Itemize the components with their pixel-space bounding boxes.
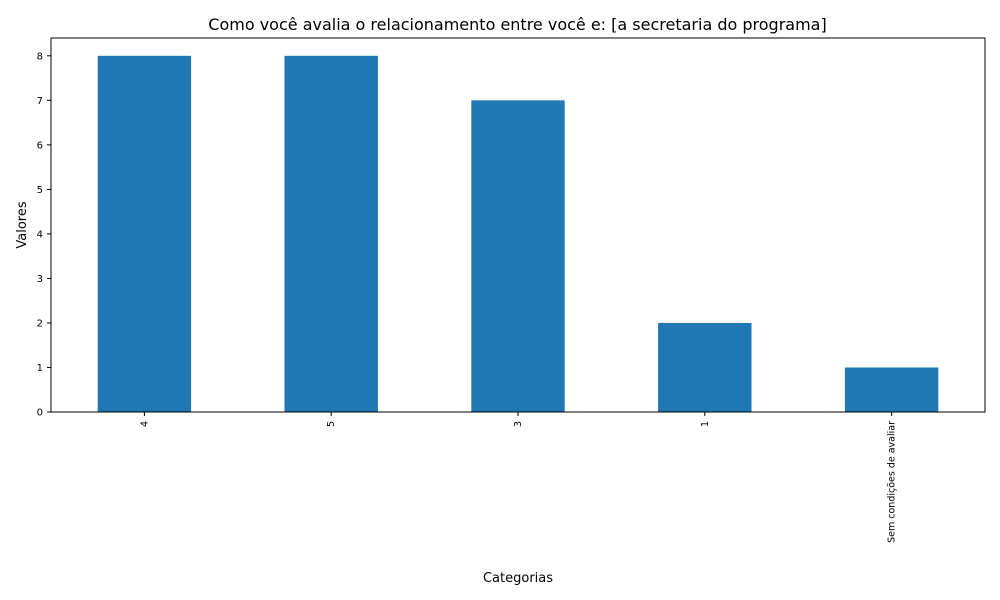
plot-frame (50, 37, 986, 413)
y-tick-label-1: 1 (37, 363, 43, 374)
x-axis-label: Categorias (483, 571, 553, 586)
bar-0 (97, 55, 192, 413)
y-tick-label-4: 4 (37, 229, 43, 240)
y-axis: 0 1 2 3 4 5 6 7 8 (37, 51, 51, 419)
x-tick-label-0: 4 (139, 421, 150, 427)
y-tick-label-2: 2 (37, 318, 43, 329)
x-tick-label-1: 5 (326, 421, 337, 427)
y-axis-label: Valores (15, 201, 30, 248)
bar-3 (658, 322, 752, 412)
y-tick-label-0: 0 (37, 408, 43, 419)
bar-1 (284, 55, 378, 413)
y-tick-label-8: 8 (37, 51, 43, 62)
chart-title: Como você avalia o relacionamento entre … (208, 15, 826, 34)
x-tick-label-3: 1 (700, 421, 711, 427)
y-tick-label-7: 7 (37, 96, 43, 107)
bars-group (97, 55, 939, 413)
x-axis: 4 5 3 1 Sem condições de avaliar (139, 412, 898, 543)
y-tick-label-6: 6 (37, 140, 43, 151)
bar-4 (844, 367, 939, 412)
x-tick-label-4: Sem condições de avaliar (887, 421, 898, 543)
x-tick-label-2: 3 (513, 421, 524, 427)
y-tick-label-3: 3 (37, 274, 43, 285)
bar-2 (471, 100, 565, 412)
y-tick-label-5: 5 (37, 185, 43, 196)
